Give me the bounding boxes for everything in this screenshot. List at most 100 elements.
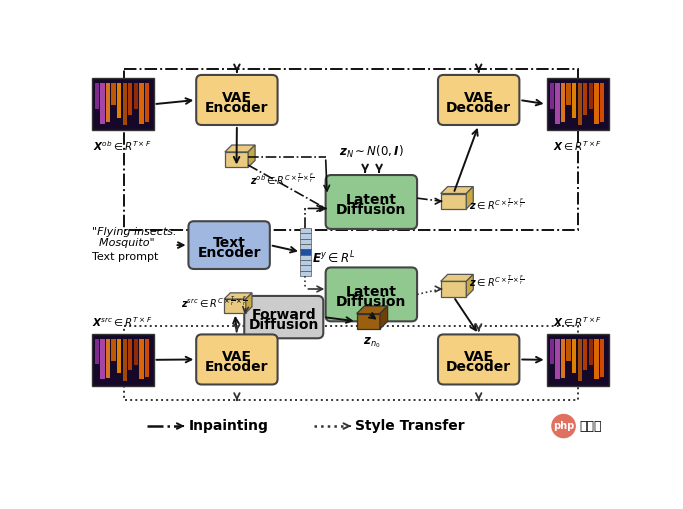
Polygon shape [246,293,252,313]
Bar [594,339,598,379]
Text: $\boldsymbol{X}\in R^{T\times F}$: $\boldsymbol{X}\in R^{T\times F}$ [553,315,602,329]
Text: $\boldsymbol{z}^{ob}\in R^{C\times\frac{T}{r}\times\frac{F}{r}}$: $\boldsymbol{z}^{ob}\in R^{C\times\frac{… [250,171,314,187]
Text: VAE: VAE [222,91,252,105]
Bar [128,83,133,115]
Polygon shape [441,274,473,281]
Bar [578,339,582,381]
Bar [111,339,115,360]
FancyBboxPatch shape [438,75,519,125]
Text: Decoder: Decoder [446,101,512,115]
Bar [301,249,311,254]
FancyBboxPatch shape [326,267,417,321]
Bar [117,83,122,118]
Text: $\boldsymbol{z}_N{\sim}N(0,\boldsymbol{I})$: $\boldsymbol{z}_N{\sim}N(0,\boldsymbol{I… [339,144,404,160]
Text: $\boldsymbol{z}_{n_0}$: $\boldsymbol{z}_{n_0}$ [363,335,381,350]
Bar [100,339,104,379]
Bar [550,83,554,108]
Bar [122,339,127,381]
Text: Encoder: Encoder [197,246,261,260]
Bar [572,83,576,118]
Bar [128,339,133,370]
Bar [124,69,579,231]
Text: php: php [553,421,574,431]
Bar [546,78,609,130]
Bar [117,339,122,374]
Text: $\boldsymbol{X}^{src}\in R^{T\times F}$: $\boldsymbol{X}^{src}\in R^{T\times F}$ [92,315,153,329]
FancyBboxPatch shape [326,175,417,229]
Text: Latent: Latent [346,285,397,299]
Bar [546,334,609,386]
Bar [301,244,311,249]
Bar [106,83,110,122]
Polygon shape [466,187,473,209]
Polygon shape [380,306,388,329]
Polygon shape [441,193,466,209]
Bar [92,334,154,386]
Bar [301,234,311,239]
Bar [583,83,587,115]
Bar [139,339,143,379]
Polygon shape [357,314,380,329]
Text: Decoder: Decoder [446,360,512,374]
Bar [139,83,143,124]
Text: Style Transfer: Style Transfer [355,419,464,433]
Bar [122,83,127,125]
Polygon shape [224,299,246,313]
Bar [92,78,154,130]
Bar [550,339,554,364]
FancyBboxPatch shape [189,221,270,269]
Text: Text prompt: Text prompt [92,252,158,262]
Text: VAE: VAE [222,350,252,364]
FancyBboxPatch shape [438,334,519,384]
Bar [600,339,604,377]
Polygon shape [225,152,248,167]
Text: $\boldsymbol{X}^{ob}\in R^{T\times F}$: $\boldsymbol{X}^{ob}\in R^{T\times F}$ [94,139,152,153]
Bar [134,83,138,109]
Text: $\boldsymbol{X}\in R^{T\times F}$: $\boldsymbol{X}\in R^{T\times F}$ [553,139,602,153]
Text: VAE: VAE [464,91,494,105]
Bar [301,254,311,260]
Text: Encoder: Encoder [205,101,268,115]
Bar [106,339,110,378]
Text: VAE: VAE [464,350,494,364]
Bar [600,83,604,122]
Text: 中文网: 中文网 [579,419,602,433]
Text: Diffusion: Diffusion [336,295,406,309]
Text: "Flying insects.
  Mosquito": "Flying insects. Mosquito" [92,227,176,248]
Bar [95,83,99,108]
Polygon shape [466,274,473,297]
Circle shape [552,414,575,438]
Polygon shape [225,145,255,152]
Polygon shape [441,281,466,297]
Text: Encoder: Encoder [205,360,268,374]
Polygon shape [248,145,255,167]
Bar [301,265,311,271]
Bar [100,83,104,124]
Text: Inpainting: Inpainting [189,419,268,433]
Bar [145,83,149,122]
Bar [566,83,571,105]
Bar [589,83,593,109]
Text: $\boldsymbol{z}^{src}\in R^{C\times\frac{T}{r}\times\frac{F}{r}}$: $\boldsymbol{z}^{src}\in R^{C\times\frac… [181,294,247,310]
Bar [566,339,571,360]
Bar [555,83,559,124]
Bar [561,83,565,122]
Bar [124,326,579,400]
Polygon shape [357,306,388,314]
Text: $\boldsymbol{E}^y\in R^L$: $\boldsymbol{E}^y\in R^L$ [311,250,355,267]
Bar [578,83,582,125]
Bar [301,228,311,234]
Text: $\boldsymbol{z}\in R^{C\times\frac{T}{r}\times\frac{F}{r}}$: $\boldsymbol{z}\in R^{C\times\frac{T}{r}… [469,273,525,289]
Text: Forward: Forward [251,308,316,322]
Bar [583,339,587,370]
Text: Latent: Latent [346,193,397,207]
FancyBboxPatch shape [196,75,277,125]
FancyBboxPatch shape [196,334,277,384]
Bar [95,339,99,364]
Bar [111,83,115,105]
Bar [134,339,138,364]
Text: $\boldsymbol{z}\in R^{C\times\frac{T}{r}\times\frac{F}{r}}$: $\boldsymbol{z}\in R^{C\times\frac{T}{r}… [469,196,525,212]
Bar [572,339,576,374]
Polygon shape [441,187,473,193]
Text: Diffusion: Diffusion [249,318,319,332]
